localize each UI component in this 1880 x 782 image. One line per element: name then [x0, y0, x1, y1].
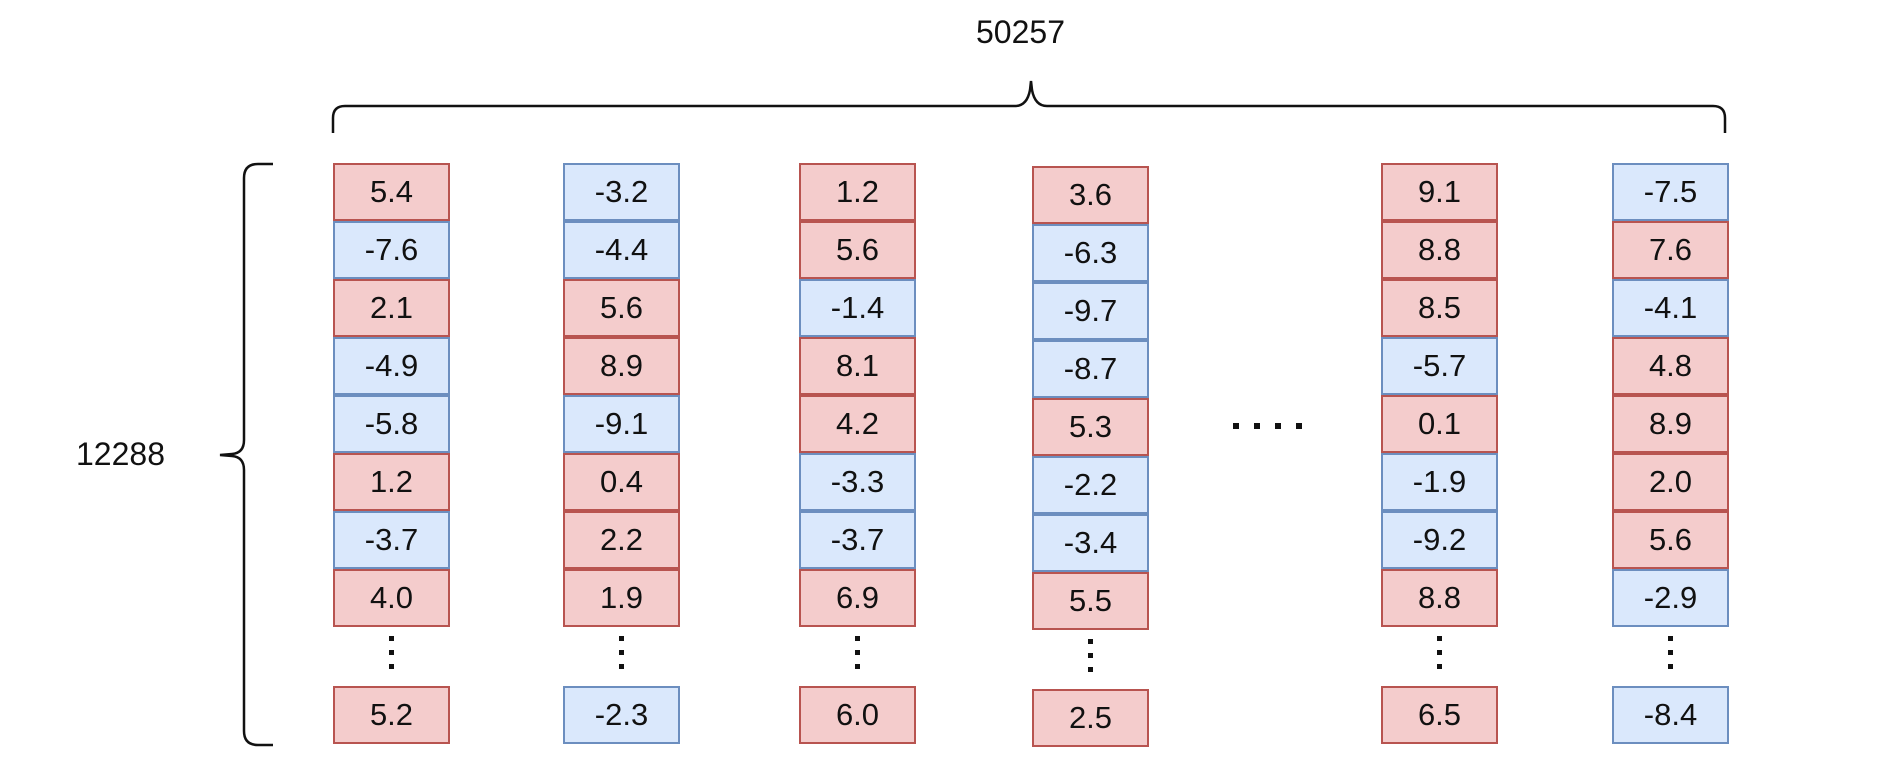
vector-cell: 9.1 [1381, 163, 1498, 221]
vertical-ellipsis [855, 636, 861, 678]
vector-cell: 5.6 [799, 221, 916, 279]
vector-cell: 8.8 [1381, 569, 1498, 627]
vector-cell: 2.2 [563, 511, 680, 569]
vector-cell: 1.2 [799, 163, 916, 221]
vector-cell: -7.6 [333, 221, 450, 279]
top-brace [331, 80, 1727, 133]
vector-cell: -3.7 [799, 511, 916, 569]
vector-cell: 5.6 [1612, 511, 1729, 569]
vertical-ellipsis [1668, 636, 1674, 678]
vector-cell: -9.2 [1381, 511, 1498, 569]
vector-cell: 2.0 [1612, 453, 1729, 511]
vector-cell: -1.4 [799, 279, 916, 337]
vector-cell: -2.2 [1032, 456, 1149, 514]
vector-cell: -1.9 [1381, 453, 1498, 511]
vector-cell: -4.4 [563, 221, 680, 279]
vector-cell: 5.6 [563, 279, 680, 337]
vector-cell: -2.9 [1612, 569, 1729, 627]
vector-cell: 4.0 [333, 569, 450, 627]
vector-cell: 8.8 [1381, 221, 1498, 279]
vector-cell: -2.3 [563, 686, 680, 744]
vector-cell: 6.0 [799, 686, 916, 744]
vertical-ellipsis [619, 636, 625, 678]
vector-cell: 2.5 [1032, 689, 1149, 747]
vector-cell: -7.5 [1612, 163, 1729, 221]
vector-cell: 0.4 [563, 453, 680, 511]
left-brace [219, 162, 273, 747]
vector-cell: 7.6 [1612, 221, 1729, 279]
vector-cell: -9.1 [563, 395, 680, 453]
vector-cell: -3.4 [1032, 514, 1149, 572]
vertical-ellipsis [1437, 636, 1443, 678]
vector-cell: 0.1 [1381, 395, 1498, 453]
vector-cell: -3.2 [563, 163, 680, 221]
vector-cell: 6.9 [799, 569, 916, 627]
vector-cell: 4.8 [1612, 337, 1729, 395]
vertical-ellipsis [389, 636, 395, 678]
width-label: 50257 [976, 14, 1065, 50]
vector-cell: 5.2 [333, 686, 450, 744]
height-label: 12288 [76, 436, 165, 472]
vector-cell: 1.9 [563, 569, 680, 627]
vector-cell: 1.2 [333, 453, 450, 511]
vector-cell: 4.2 [799, 395, 916, 453]
vector-cell: -4.9 [333, 337, 450, 395]
vertical-ellipsis [1088, 639, 1094, 681]
vector-cell: 2.1 [333, 279, 450, 337]
vector-cell: 8.9 [563, 337, 680, 395]
vector-cell: -8.7 [1032, 340, 1149, 398]
vector-cell: -9.7 [1032, 282, 1149, 340]
vector-cell: 8.1 [799, 337, 916, 395]
vector-cell: -6.3 [1032, 224, 1149, 282]
vector-cell: -5.8 [333, 395, 450, 453]
vector-cell: -3.7 [333, 511, 450, 569]
horizontal-ellipsis [1233, 423, 1302, 429]
vector-cell: -3.3 [799, 453, 916, 511]
vector-cell: 6.5 [1381, 686, 1498, 744]
vector-cell: 5.4 [333, 163, 450, 221]
vector-cell: 3.6 [1032, 166, 1149, 224]
vector-cell: -4.1 [1612, 279, 1729, 337]
vector-cell: 5.5 [1032, 572, 1149, 630]
vector-cell: 5.3 [1032, 398, 1149, 456]
vector-cell: 8.5 [1381, 279, 1498, 337]
vector-cell: -8.4 [1612, 686, 1729, 744]
vector-cell: 8.9 [1612, 395, 1729, 453]
vector-cell: -5.7 [1381, 337, 1498, 395]
